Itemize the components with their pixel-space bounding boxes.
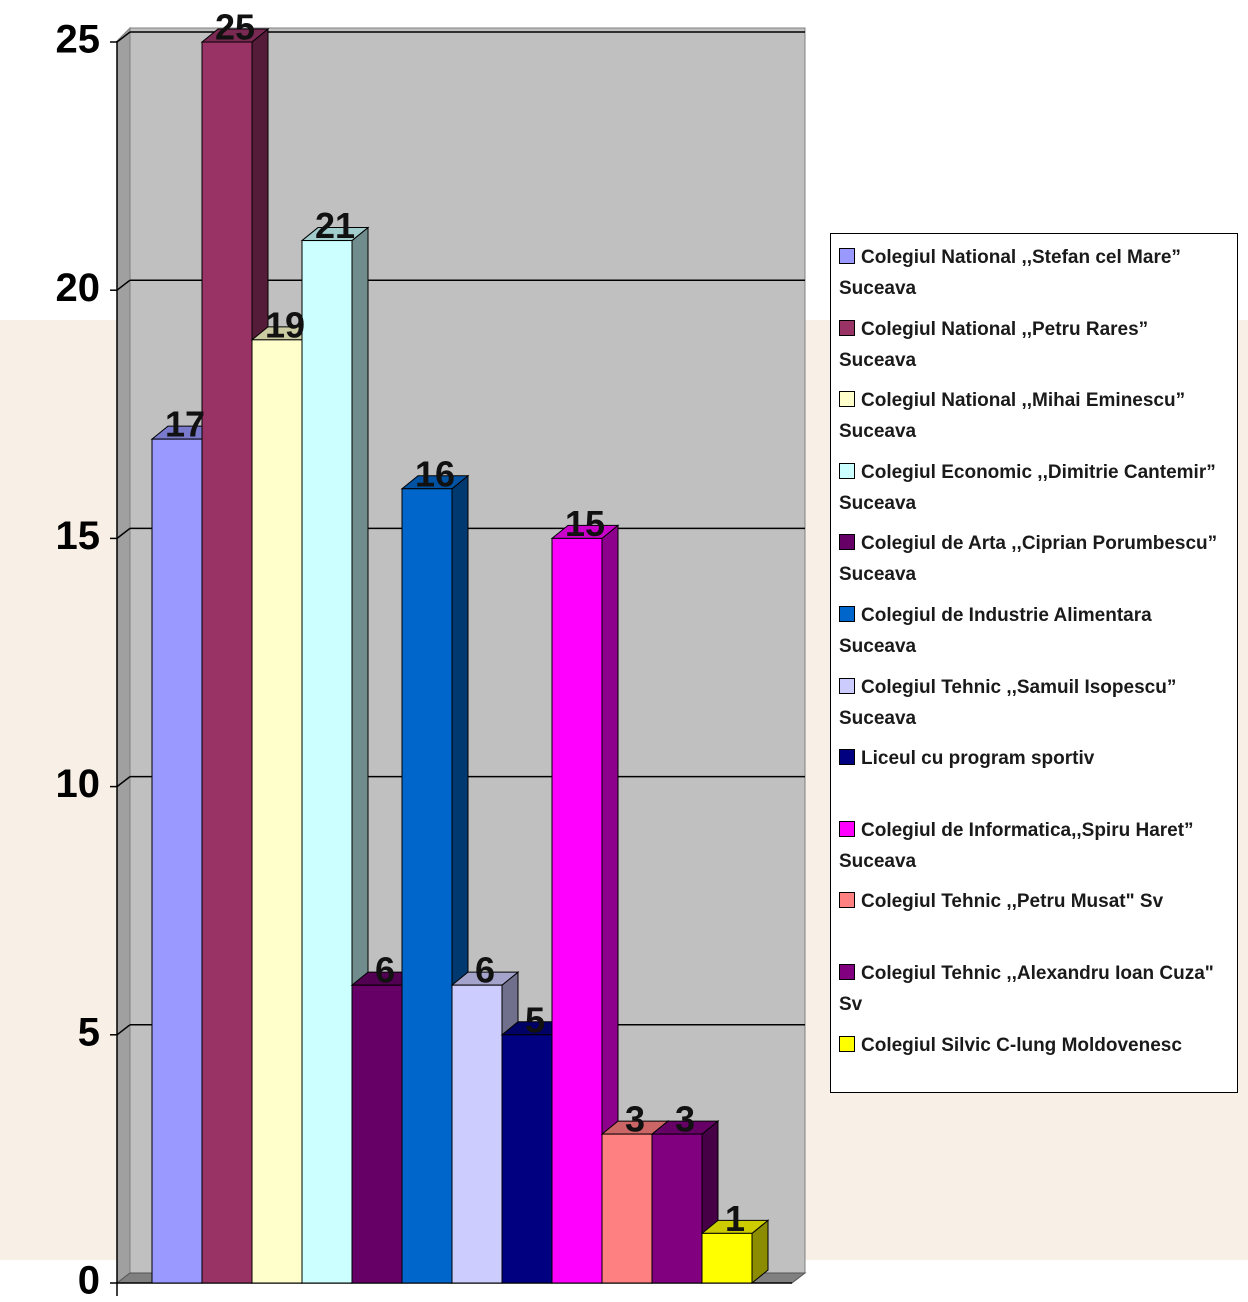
legend-label: Colegiul de Arta ,,Ciprian Porumbescu” S… bbox=[839, 533, 1218, 586]
grid-line bbox=[116, 279, 131, 291]
legend-entry: Colegiul de Industrie Alimentara Suceava bbox=[839, 600, 1224, 662]
legend-label: Colegiul Tehnic ,,Samuil Isopescu” Sucea… bbox=[839, 676, 1177, 729]
legend-entry: Colegiul Tehnic ,,Petru Musat" Sv bbox=[839, 886, 1224, 917]
bar bbox=[451, 984, 503, 1284]
legend-swatch bbox=[839, 677, 855, 694]
legend-label: Colegiul Tehnic ,,Petru Musat" Sv bbox=[861, 891, 1164, 913]
bar bbox=[401, 488, 453, 1284]
legend-label: Colegiul de Informatica,,Spiru Haret” Su… bbox=[839, 819, 1194, 872]
legend-swatch bbox=[839, 534, 855, 551]
legend: Colegiul National ,,Stefan cel Mare” Suc… bbox=[830, 233, 1238, 1093]
data-label: 17 bbox=[165, 404, 205, 445]
data-label: 25 bbox=[215, 7, 255, 48]
y-tick-label: 0 bbox=[78, 1259, 100, 1302]
y-tick-label: 5 bbox=[78, 1010, 100, 1054]
grid-line bbox=[116, 776, 131, 788]
grid-line bbox=[116, 527, 131, 539]
legend-entry: Colegiul de Arta ,,Ciprian Porumbescu” S… bbox=[839, 528, 1224, 590]
bar bbox=[251, 339, 303, 1284]
legend-label: Colegiul Economic ,,Dimitrie Cantemir” S… bbox=[839, 461, 1216, 514]
data-label: 19 bbox=[265, 304, 305, 345]
grid-line bbox=[116, 1024, 131, 1036]
y-tick-label: 10 bbox=[56, 762, 101, 806]
legend-entry: Liceul cu program sportiv bbox=[839, 743, 1224, 774]
data-label: 6 bbox=[375, 950, 395, 991]
y-tick-label: 25 bbox=[56, 18, 101, 62]
bar bbox=[151, 438, 203, 1284]
bar bbox=[551, 537, 603, 1284]
bar bbox=[651, 1133, 703, 1284]
legend-swatch bbox=[839, 820, 855, 837]
legend-label: Liceul cu program sportiv bbox=[861, 748, 1095, 770]
legend-entry: Colegiul National ,,Mihai Eminescu” Suce… bbox=[839, 385, 1224, 447]
bar bbox=[601, 1133, 653, 1284]
legend-label: Colegiul National ,,Stefan cel Mare” Suc… bbox=[839, 247, 1181, 299]
legend-entry: Colegiul National ,,Stefan cel Mare” Suc… bbox=[839, 242, 1224, 304]
legend-swatch bbox=[839, 319, 855, 336]
bar bbox=[301, 240, 353, 1284]
y-tick-label: 20 bbox=[56, 266, 101, 310]
bar bbox=[351, 984, 403, 1284]
legend-swatch bbox=[839, 892, 855, 909]
data-label: 15 bbox=[565, 503, 605, 544]
bar bbox=[501, 1034, 553, 1284]
data-label: 1 bbox=[725, 1198, 745, 1239]
data-label: 5 bbox=[525, 999, 545, 1040]
bar bbox=[201, 41, 253, 1284]
legend-swatch bbox=[839, 248, 855, 264]
legend-entry: Colegiul de Informatica,,Spiru Haret” Su… bbox=[839, 815, 1224, 877]
legend-entry: Colegiul Economic ,,Dimitrie Cantemir” S… bbox=[839, 457, 1224, 519]
legend-label: Colegiul National ,,Petru Rares” Suceava bbox=[839, 318, 1149, 371]
legend-entry: Colegiul Tehnic ,,Samuil Isopescu” Sucea… bbox=[839, 672, 1224, 734]
data-label: 3 bbox=[675, 1099, 695, 1140]
legend-label: Colegiul National ,,Mihai Eminescu” Suce… bbox=[839, 390, 1186, 443]
legend-swatch bbox=[839, 606, 855, 622]
legend-swatch bbox=[839, 964, 855, 980]
legend-label: Colegiul Silvic C-lung Moldovenesc bbox=[861, 1034, 1182, 1056]
legend-label: Colegiul de Industrie Alimentara Suceava bbox=[839, 605, 1152, 657]
grid-line bbox=[116, 31, 131, 43]
legend-entry: Colegiul Tehnic ,,Alexandru Ioan Cuza" S… bbox=[839, 958, 1224, 1020]
legend-entry: Colegiul Silvic C-lung Moldovenesc bbox=[839, 1030, 1224, 1061]
legend-swatch bbox=[839, 391, 855, 408]
legend-label: Colegiul Tehnic ,,Alexandru Ioan Cuza" S… bbox=[839, 963, 1214, 1015]
legend-swatch bbox=[839, 462, 855, 479]
data-label: 3 bbox=[625, 1099, 645, 1140]
legend-swatch bbox=[839, 1035, 855, 1052]
side-wall bbox=[116, 26, 131, 1285]
legend-swatch bbox=[839, 749, 855, 766]
bar bbox=[701, 1232, 753, 1284]
data-label: 16 bbox=[415, 453, 455, 494]
y-tick-label: 15 bbox=[56, 514, 101, 558]
data-label: 21 bbox=[315, 205, 355, 246]
legend-entry: Colegiul National ,,Petru Rares” Suceava bbox=[839, 314, 1224, 376]
data-label: 6 bbox=[475, 950, 495, 991]
